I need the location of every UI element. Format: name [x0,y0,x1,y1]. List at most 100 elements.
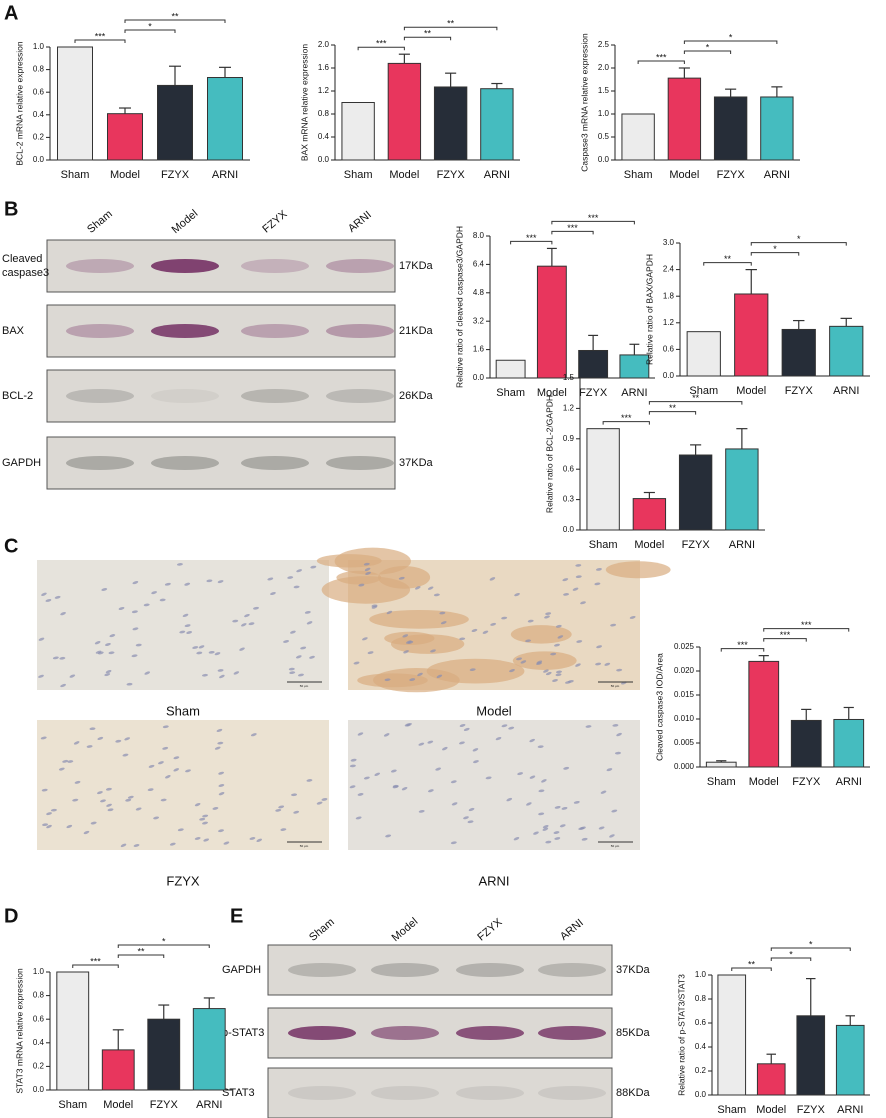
significance-bracket [403,26,498,31]
nucleus [440,621,447,625]
nucleus [350,758,357,762]
y-tick-label: 4.8 [473,288,485,297]
bar [586,428,620,531]
nucleus [357,732,364,736]
nucleus [218,829,224,833]
x-tick-label: ARNI [729,539,755,551]
y-tick-label: 3.0 [663,238,675,247]
blot-band [66,389,134,403]
nucleus [41,592,47,596]
bar [578,349,609,379]
nucleus [267,577,274,581]
nucleus [563,766,570,770]
y-tick-label: 0.005 [674,738,695,747]
bar [433,86,468,161]
nucleus [202,814,209,818]
bar [480,88,514,161]
nucleus [572,587,579,591]
nucleus [374,772,381,776]
band-size: 37KDa [399,457,434,469]
nucleus [177,828,184,832]
blot-band [456,1086,524,1100]
nucleus [73,741,80,745]
nucleus [435,767,442,771]
bar [56,971,90,1091]
nucleus [97,736,104,740]
y-tick-label: 8.0 [473,231,485,240]
x-tick-label: Sham [624,169,653,181]
blot-band [241,389,309,403]
nucleus [86,745,93,748]
micrograph-label: Model [476,703,512,718]
nucleus [596,645,603,649]
significance-label: *** [376,39,387,49]
y-tick-label: 0.2 [33,1062,45,1071]
nucleus [100,799,106,803]
nucleus [280,828,287,831]
nucleus [538,789,545,793]
significance-label: *** [656,52,667,62]
bar [725,448,759,531]
nucleus [186,631,193,634]
nucleus [83,830,90,835]
y-tick-label: 0.3 [563,495,575,504]
nucleus [41,788,48,792]
y-tick-label: 0.0 [33,1085,45,1094]
y-tick-label: 0.020 [674,666,695,675]
nucleus [253,606,259,610]
nucleus [192,646,199,649]
nucleus [60,611,66,616]
nucleus [594,582,601,586]
nucleus [147,788,154,792]
y-tick-label: 0.4 [33,1038,45,1047]
nucleus [525,639,532,643]
blot-band [288,1026,356,1040]
blot-band [241,259,309,273]
nucleus [287,576,294,579]
significance-label: ** [692,393,700,403]
nucleus [606,768,613,772]
nucleus [67,760,74,763]
significance-label: * [789,949,793,959]
significance-label: ** [447,19,455,29]
panel-label: C [4,535,18,557]
nucleus [219,674,225,679]
nucleus [184,624,191,628]
nucleus [126,682,133,686]
scale-bar-label: 50 μm [300,684,309,688]
y-tick-label: 0.0 [473,373,485,382]
nucleus [358,583,365,587]
significance-label: * [706,42,710,52]
nucleus [202,673,208,677]
blot-band [288,963,356,977]
blot-band [371,1026,439,1040]
blot-band [326,324,394,338]
bar [686,331,721,377]
nucleus [179,630,186,634]
x-tick-label: FZYX [437,169,466,181]
nucleus [459,741,465,745]
nucleus [580,601,586,605]
nucleus [611,809,618,813]
nucleus [364,567,371,572]
nucleus [600,790,607,794]
x-tick-label: Sham [344,169,373,181]
nucleus [357,793,364,796]
y-tick-label: 0.6 [33,87,45,96]
nucleus [46,812,52,816]
nucleus [196,651,203,655]
nucleus [463,727,470,732]
nucleus [90,821,97,825]
nucleus [459,637,466,641]
nucleus [105,670,112,674]
nucleus [293,585,300,589]
y-axis-label: Caspase3 mRNA relative expression [579,33,589,172]
nucleus [544,615,550,619]
nucleus [289,671,296,674]
nucleus [296,569,303,573]
nucleus [418,809,425,813]
significance-bracket [124,19,226,23]
x-tick-label: Model [389,169,419,181]
nucleus [283,640,290,643]
blot-band [371,1086,439,1100]
